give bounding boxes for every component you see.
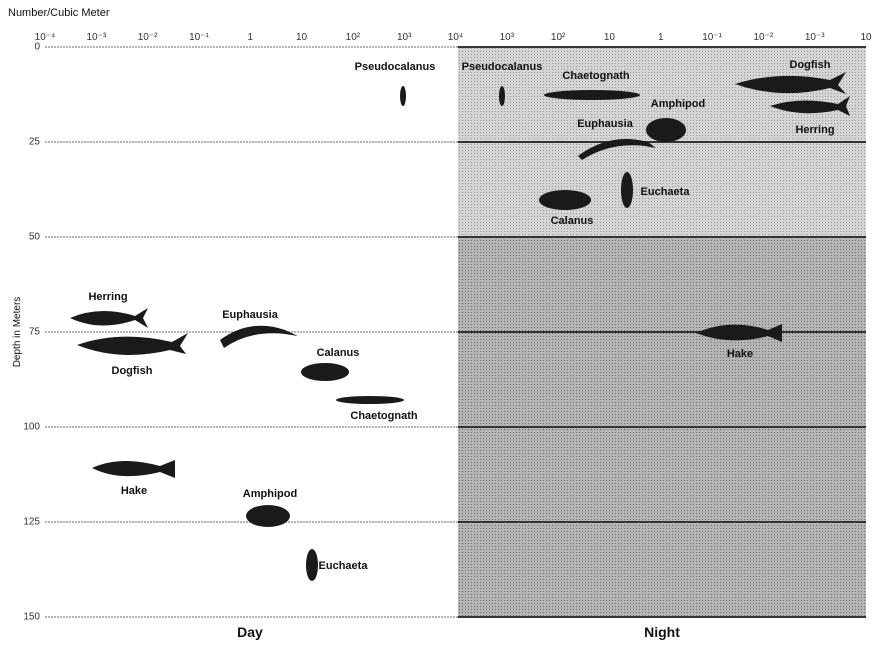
organism-shape (70, 308, 148, 328)
night-label: Night (644, 624, 680, 640)
organism-shape (770, 96, 850, 116)
organism-shape (499, 86, 505, 106)
organism-label: Hake (727, 348, 753, 360)
top-tick-label: 10⁻¹ (189, 32, 209, 43)
top-tick-label: 10³ (500, 32, 515, 43)
organism-label: Euchaeta (319, 560, 369, 572)
organism-shape (301, 363, 349, 381)
organism-shape (306, 549, 318, 581)
organism-label: Chaetognath (350, 410, 418, 422)
organism-shape (220, 325, 298, 348)
organism-shape (621, 172, 633, 208)
organism-label: Chaetognath (562, 70, 630, 82)
organism-label: Hake (121, 485, 147, 497)
depth-tick-label: 125 (23, 517, 40, 528)
top-tick-label: 10² (346, 32, 361, 43)
organism-label: Amphipod (651, 98, 705, 110)
top-tick-label: 10⁻³ (805, 32, 825, 43)
top-tick-label: 10² (551, 32, 566, 43)
organism-shape (92, 460, 175, 478)
top-tick-label: 10⁴ (448, 32, 463, 43)
organism-label: Calanus (551, 215, 594, 227)
depth-tick-label: 100 (23, 422, 40, 433)
depth-tick-label: 50 (29, 232, 41, 243)
top-tick-label: 10 (296, 32, 308, 43)
organism-label: Dogfish (112, 365, 153, 377)
organism-shape (646, 118, 686, 142)
top-axis-label: Number/Cubic Meter (8, 7, 110, 19)
organism-label: Pseudocalanus (462, 61, 543, 73)
top-tick-label: 1 (658, 32, 664, 43)
depth-tick-label: 150 (23, 612, 40, 623)
night-group: Pseudocalanus Chaetognath Amphipod Eupha… (462, 59, 850, 360)
depth-tick-label: 75 (29, 327, 41, 338)
top-tick-label: 10⁻² (754, 32, 774, 43)
top-tick-label: 10 (604, 32, 616, 43)
organism-shape (539, 190, 591, 210)
organism-shape (735, 72, 846, 94)
organism-label: Herring (88, 291, 127, 303)
depth-lines (45, 46, 866, 618)
depth-tick-label: 25 (29, 137, 41, 148)
day-label: Day (237, 624, 263, 640)
organism-shape (578, 139, 656, 160)
organism-label: Euchaeta (641, 186, 691, 198)
organism-label: Calanus (317, 347, 360, 359)
organism-shape (336, 396, 404, 404)
top-tick-label: 10⁻³ (86, 32, 106, 43)
depth-tick-label: 0 (34, 42, 40, 53)
top-tick-label: 10³ (397, 32, 412, 43)
organism-label: Euphausia (222, 309, 279, 321)
organism-label: Amphipod (243, 488, 297, 500)
left-axis-label: Depth in Meters (12, 297, 23, 368)
organism-shape (400, 86, 406, 106)
top-tick-label: 10⁻⁴ (35, 32, 56, 43)
top-tick-label: 10 (860, 32, 872, 43)
organism-shape (77, 333, 188, 355)
organism-label: Dogfish (790, 59, 831, 71)
top-tick-label: 10⁻² (138, 32, 158, 43)
organism-label: Herring (795, 124, 834, 136)
organism-shape (696, 324, 782, 342)
top-tick-label: 1 (247, 32, 253, 43)
organism-shape (544, 90, 640, 100)
organism-label: Euphausia (577, 118, 634, 130)
top-tick-label: 10⁻¹ (702, 32, 722, 43)
organism-label: Pseudocalanus (355, 61, 436, 73)
organism-shape (246, 505, 290, 527)
day-group: Pseudocalanus Herring Dogfish Euphausia … (70, 61, 435, 581)
